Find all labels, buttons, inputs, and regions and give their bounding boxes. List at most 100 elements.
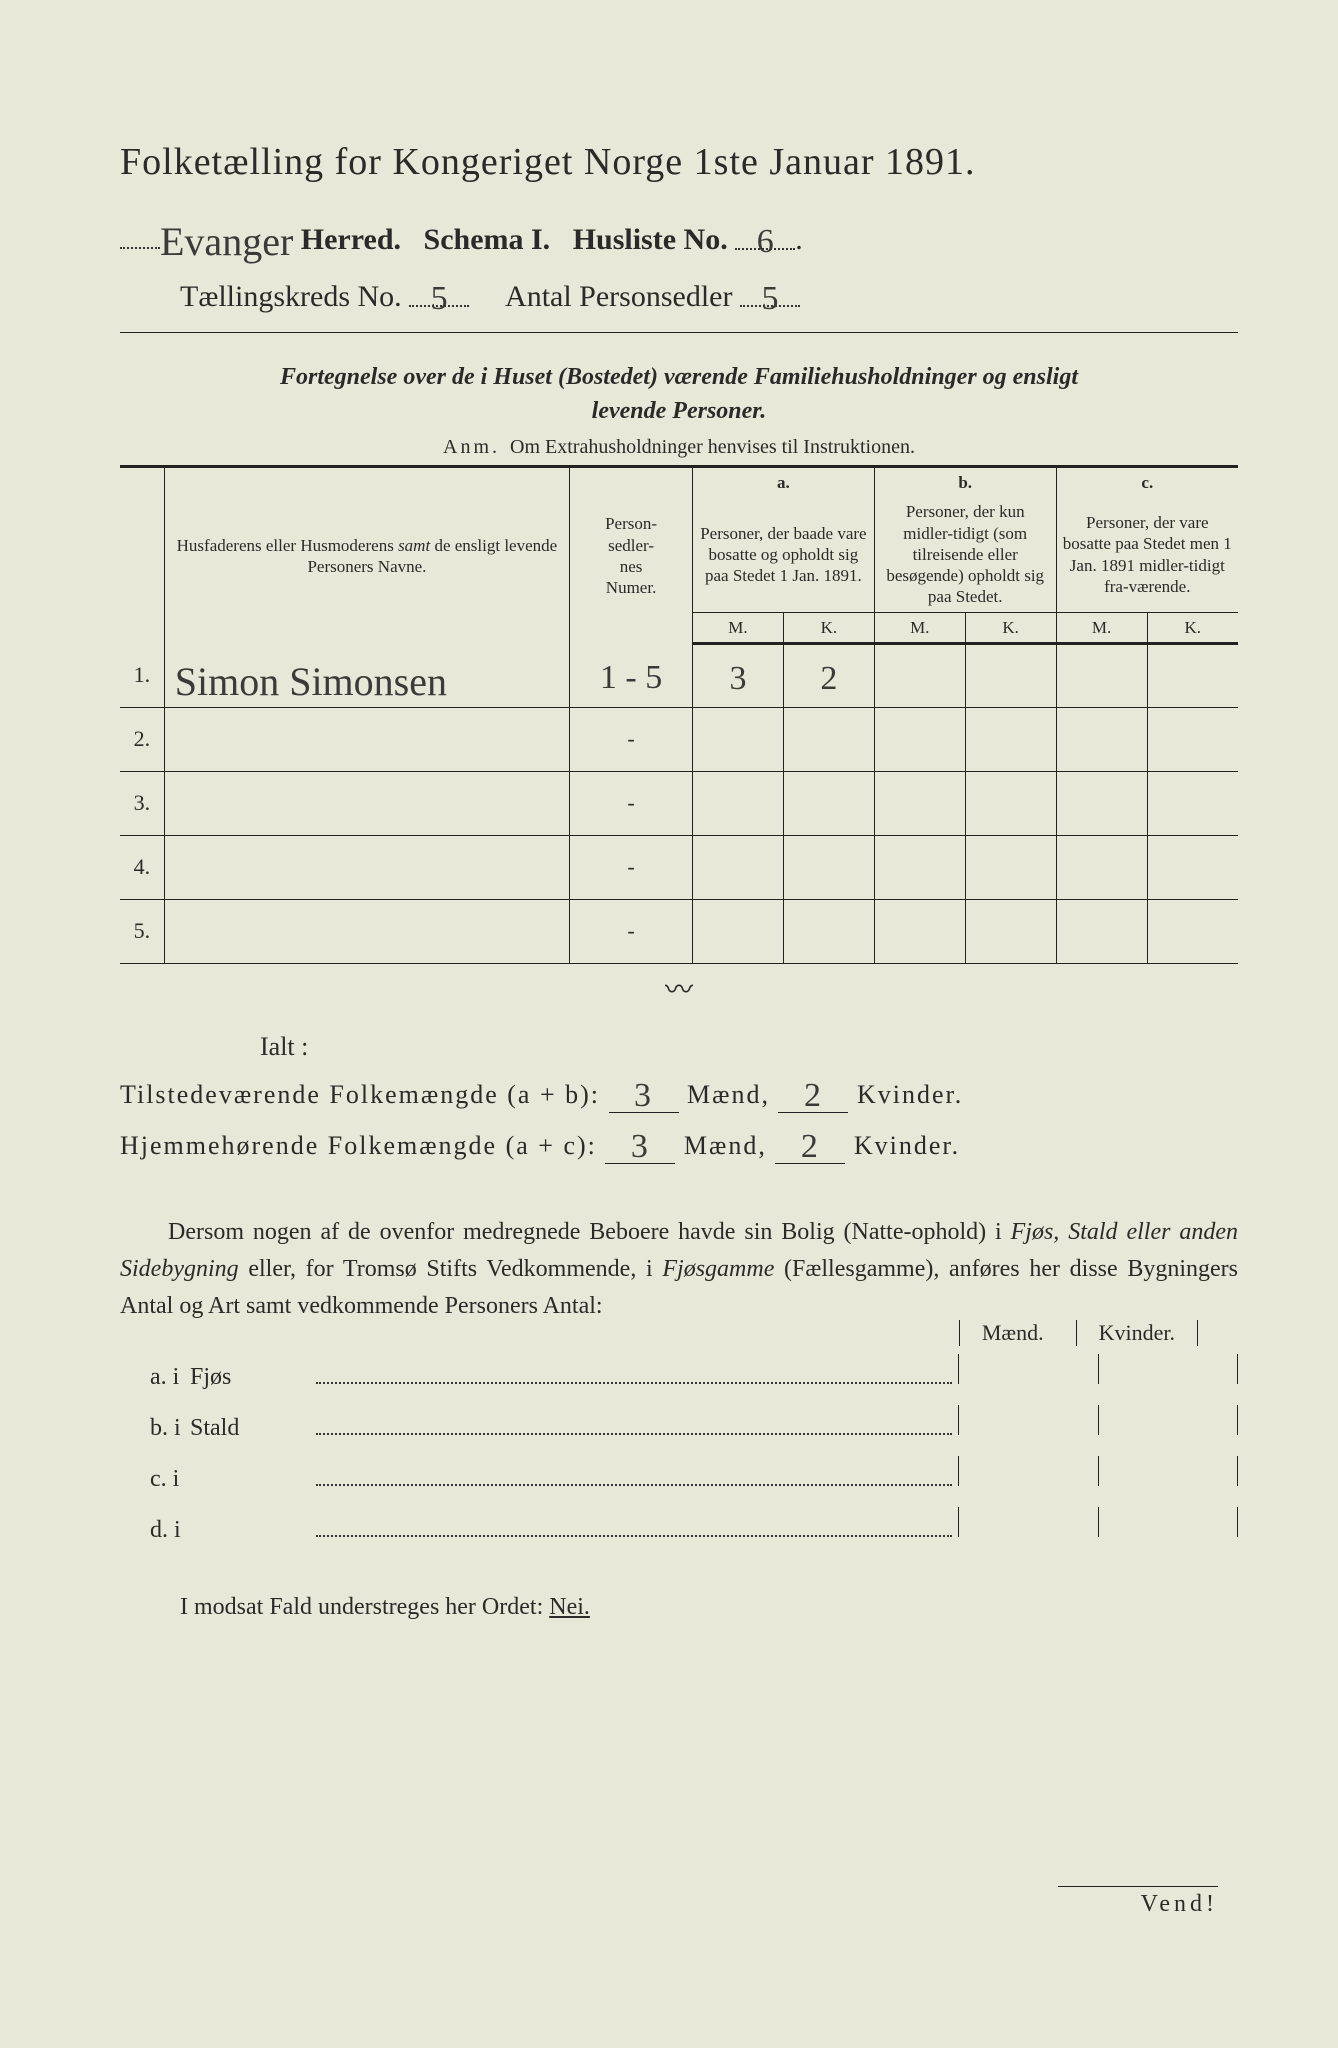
col-a-label: a. bbox=[692, 468, 874, 497]
pers-cell: - bbox=[570, 771, 693, 835]
pers-cell: - bbox=[570, 707, 693, 771]
mk: M. bbox=[1056, 612, 1147, 643]
cell bbox=[874, 707, 965, 771]
row-number: 2. bbox=[120, 707, 164, 771]
cell bbox=[1056, 771, 1147, 835]
side-item-row: a. iFjøs bbox=[120, 1354, 1238, 1391]
fortegnelse: Fortegnelse over de i Huset (Bostedet) v… bbox=[120, 361, 1238, 428]
personsedler-value: 5 bbox=[761, 280, 778, 318]
cell bbox=[1147, 643, 1238, 707]
census-table: Husfaderens eller Husmoderens samt de en… bbox=[120, 468, 1238, 964]
name-cell bbox=[164, 707, 569, 771]
cell bbox=[874, 771, 965, 835]
page-title: Folketælling for Kongeriget Norge 1ste J… bbox=[120, 140, 1238, 184]
summary-line-1: Tilstedeværende Folkemængde (a + b): 3 M… bbox=[120, 1074, 1238, 1113]
cell bbox=[1147, 771, 1238, 835]
cell bbox=[1056, 899, 1147, 963]
pers-cell: - bbox=[570, 835, 693, 899]
cell bbox=[692, 707, 783, 771]
pers-cell: - bbox=[570, 899, 693, 963]
mk-box bbox=[958, 1354, 1238, 1384]
husliste-label: Husliste No. bbox=[573, 223, 728, 256]
kreds-label: Tællingskreds No. bbox=[180, 280, 402, 313]
col-c-label: c. bbox=[1056, 468, 1238, 497]
col-pers: Person-sedler-nesNumer. bbox=[570, 468, 693, 643]
dots bbox=[316, 1476, 952, 1486]
fortegnelse-l2: levende Personer. bbox=[592, 398, 767, 424]
cell bbox=[965, 899, 1056, 963]
cell: 2 bbox=[783, 643, 874, 707]
side-lbl: b. i bbox=[120, 1415, 190, 1442]
cell: 3 bbox=[692, 643, 783, 707]
mk: M. bbox=[692, 612, 783, 643]
name-cell: Simon Simonsen bbox=[164, 643, 569, 707]
side-lbl: c. i bbox=[120, 1466, 190, 1493]
cell bbox=[783, 835, 874, 899]
cell bbox=[1147, 707, 1238, 771]
mk: K. bbox=[965, 612, 1056, 643]
side-buildings: Mænd.Kvinder. a. iFjøsb. iStaldc. id. i bbox=[120, 1354, 1238, 1544]
mk-box bbox=[958, 1456, 1238, 1486]
row-number: 5. bbox=[120, 899, 164, 963]
cell bbox=[1147, 899, 1238, 963]
dots bbox=[316, 1374, 952, 1384]
cell bbox=[692, 835, 783, 899]
pers-cell: 1 - 5 bbox=[570, 643, 693, 707]
cell bbox=[692, 899, 783, 963]
summary-line-2: Hjemmehørende Folkemængde (a + c): 3 Mæn… bbox=[120, 1125, 1238, 1164]
schema-label: Schema I. bbox=[424, 223, 551, 256]
cell bbox=[874, 835, 965, 899]
ialt-label: Ialt : bbox=[260, 1032, 1238, 1062]
side-lbl: d. i bbox=[120, 1517, 190, 1544]
name-cell bbox=[164, 899, 569, 963]
dots bbox=[316, 1425, 952, 1435]
cell bbox=[965, 835, 1056, 899]
cell bbox=[874, 899, 965, 963]
mk: K. bbox=[1147, 612, 1238, 643]
anm-note: Anm. Anm. Om Extrahusholdninger henvises… bbox=[120, 436, 1238, 459]
mk-box bbox=[958, 1507, 1238, 1537]
name-cell bbox=[164, 771, 569, 835]
dots bbox=[316, 1527, 952, 1537]
side-item-row: b. iStald bbox=[120, 1405, 1238, 1442]
table-row: 4. - bbox=[120, 835, 1238, 899]
husliste-value: 6 bbox=[757, 223, 774, 261]
header-line-2: Tællingskreds No. 5 Antal Personsedler 5 bbox=[120, 277, 1238, 314]
col-b-label: b. bbox=[874, 468, 1056, 497]
squiggle-mark: 〰 bbox=[120, 968, 1238, 1008]
cell bbox=[783, 771, 874, 835]
side-lbl: a. i bbox=[120, 1364, 190, 1391]
personsedler-label: Antal Personsedler bbox=[505, 280, 732, 313]
header-line-1: Evanger Herred. Schema I. Husliste No. 6… bbox=[120, 212, 1238, 259]
side-name: Stald bbox=[190, 1415, 310, 1442]
row-number: 3. bbox=[120, 771, 164, 835]
mk-head: Mænd.Kvinder. bbox=[959, 1320, 1198, 1346]
herred-label: Herred. bbox=[301, 223, 401, 256]
kreds-value: 5 bbox=[431, 280, 448, 318]
col-b-text: Personer, der kun midler-tidigt (som til… bbox=[874, 497, 1056, 612]
cell bbox=[1056, 835, 1147, 899]
cell bbox=[965, 643, 1056, 707]
col-a-text: Personer, der baade vare bosatte og opho… bbox=[692, 497, 874, 612]
cell bbox=[783, 707, 874, 771]
row-number: 1. bbox=[120, 643, 164, 707]
mk-box bbox=[958, 1405, 1238, 1435]
rule bbox=[120, 332, 1238, 333]
cell bbox=[1056, 643, 1147, 707]
table-row: 5. - bbox=[120, 899, 1238, 963]
table-row: 1.Simon Simonsen1 - 532 bbox=[120, 643, 1238, 707]
cell bbox=[1147, 835, 1238, 899]
cell bbox=[1056, 707, 1147, 771]
side-item-row: d. i bbox=[120, 1507, 1238, 1544]
col-c-text: Personer, der vare bosatte paa Stedet me… bbox=[1056, 497, 1238, 612]
table-row: 2. - bbox=[120, 707, 1238, 771]
dersom-paragraph: Dersom nogen af de ovenfor medregnede Be… bbox=[120, 1214, 1238, 1326]
side-item-row: c. i bbox=[120, 1456, 1238, 1493]
vend-label: Vend! bbox=[1058, 1886, 1218, 1918]
herred-value: Evanger bbox=[160, 218, 293, 265]
name-cell bbox=[164, 835, 569, 899]
cell bbox=[783, 899, 874, 963]
row-number: 4. bbox=[120, 835, 164, 899]
side-name: Fjøs bbox=[190, 1364, 310, 1391]
mk: M. bbox=[874, 612, 965, 643]
